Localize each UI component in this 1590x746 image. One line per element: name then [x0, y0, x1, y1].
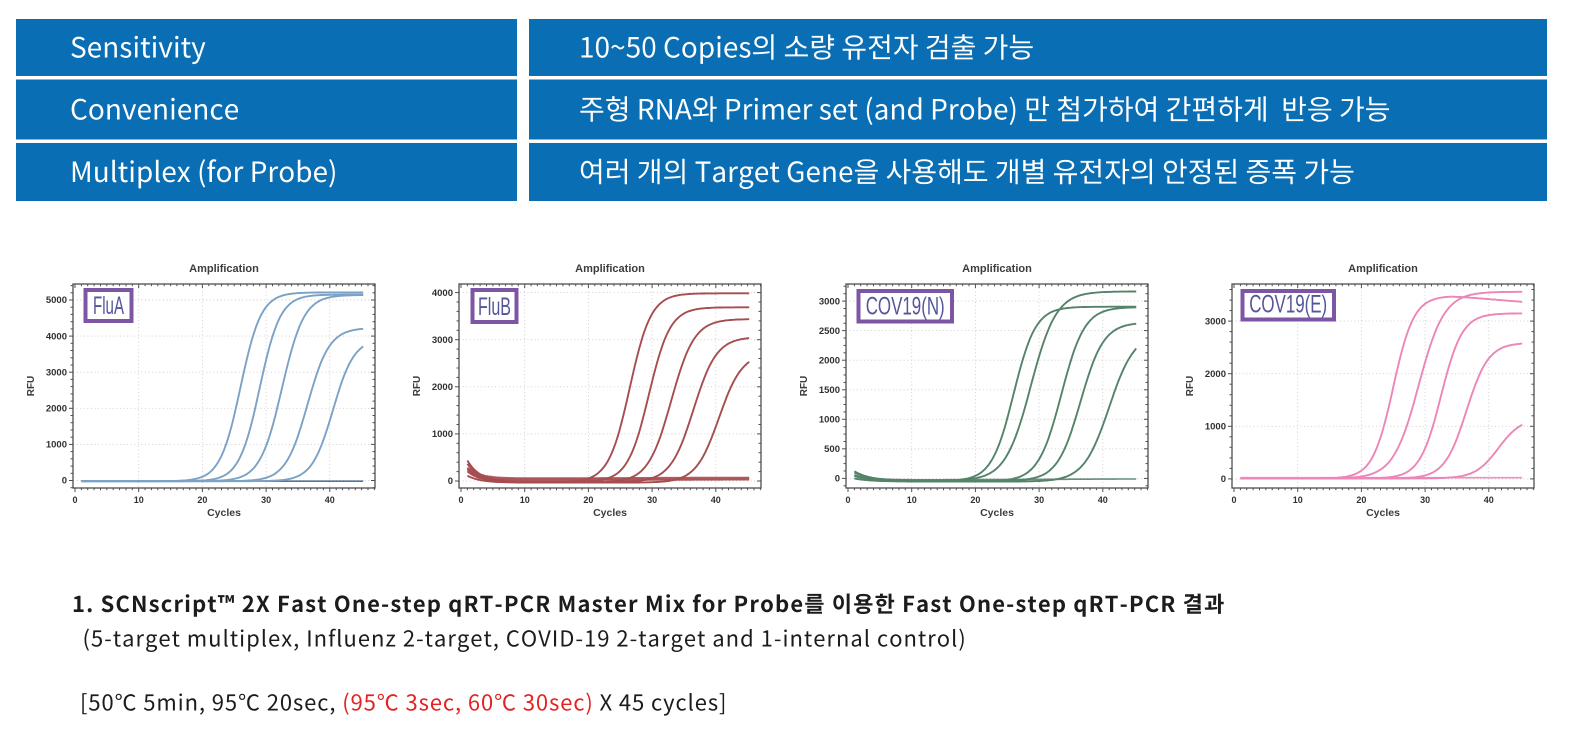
svg-text:Amplification: Amplification: [1348, 263, 1418, 275]
svg-text:1500: 1500: [819, 385, 840, 396]
svg-text:500: 500: [824, 444, 840, 455]
svg-text:30: 30: [1034, 495, 1044, 505]
svg-text:20: 20: [197, 495, 207, 505]
svg-text:RFU: RFU: [412, 376, 423, 397]
svg-text:2000: 2000: [1205, 369, 1226, 380]
svg-text:2000: 2000: [432, 382, 453, 393]
svg-text:40: 40: [1098, 495, 1108, 505]
svg-text:10: 10: [1293, 495, 1303, 505]
svg-text:0: 0: [1221, 474, 1226, 485]
svg-text:3000: 3000: [819, 296, 840, 307]
svg-text:0: 0: [448, 476, 453, 487]
svg-text:10: 10: [520, 495, 530, 505]
svg-text:Cycles: Cycles: [207, 507, 241, 519]
svg-text:Amplification: Amplification: [189, 263, 259, 275]
svg-text:1000: 1000: [46, 440, 67, 451]
svg-text:20: 20: [970, 495, 980, 505]
svg-text:COV19(N): COV19(N): [866, 293, 945, 321]
svg-text:2500: 2500: [819, 326, 840, 337]
svg-text:0: 0: [845, 495, 850, 505]
svg-text:4000: 4000: [46, 331, 67, 342]
svg-text:2000: 2000: [46, 404, 67, 415]
svg-text:10: 10: [907, 495, 917, 505]
svg-text:3000: 3000: [46, 367, 67, 378]
svg-text:1000: 1000: [432, 429, 453, 440]
svg-text:0: 0: [835, 474, 840, 485]
svg-text:0: 0: [458, 495, 463, 505]
svg-text:3000: 3000: [432, 335, 453, 346]
svg-text:30: 30: [1420, 495, 1430, 505]
svg-text:10: 10: [134, 495, 144, 505]
svg-text:30: 30: [647, 495, 657, 505]
svg-text:40: 40: [711, 495, 721, 505]
svg-text:4000: 4000: [432, 288, 453, 299]
svg-text:3000: 3000: [1205, 316, 1226, 327]
svg-text:20: 20: [1356, 495, 1366, 505]
svg-text:FluB: FluB: [478, 293, 511, 321]
svg-text:30: 30: [261, 495, 271, 505]
svg-text:Amplification: Amplification: [962, 263, 1032, 275]
svg-text:40: 40: [1484, 495, 1494, 505]
svg-text:2000: 2000: [819, 355, 840, 366]
svg-text:COV19(E): COV19(E): [1249, 291, 1327, 319]
svg-text:Cycles: Cycles: [593, 507, 627, 519]
svg-text:RFU: RFU: [799, 376, 810, 397]
svg-text:1000: 1000: [819, 415, 840, 426]
svg-text:RFU: RFU: [26, 376, 37, 397]
svg-text:FluA: FluA: [93, 292, 124, 320]
svg-text:20: 20: [583, 495, 593, 505]
svg-text:0: 0: [72, 495, 77, 505]
svg-text:5000: 5000: [46, 295, 67, 306]
svg-text:1000: 1000: [1205, 422, 1226, 433]
svg-text:Cycles: Cycles: [1366, 507, 1400, 519]
svg-text:0: 0: [62, 476, 67, 487]
svg-text:Amplification: Amplification: [575, 263, 645, 275]
svg-text:Cycles: Cycles: [980, 507, 1014, 519]
svg-text:40: 40: [325, 495, 335, 505]
svg-text:RFU: RFU: [1185, 376, 1196, 397]
svg-text:0: 0: [1231, 495, 1236, 505]
